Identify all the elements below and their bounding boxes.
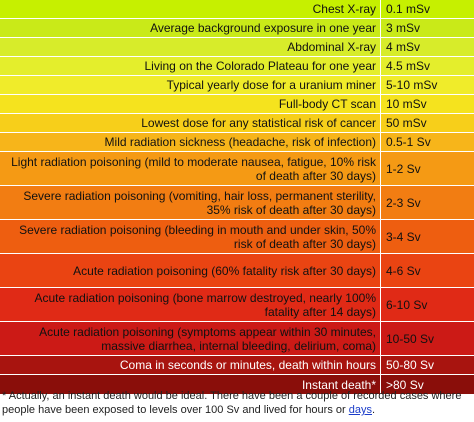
dose-value: 5-10 mSv bbox=[386, 78, 438, 92]
effect-description: Instant death* bbox=[0, 375, 381, 394]
table-row: Full-body CT scan 10 mSv bbox=[0, 95, 474, 114]
table-row: Typical yearly dose for a uranium miner 5… bbox=[0, 76, 474, 95]
dose-value: 4.5 mSv bbox=[386, 59, 431, 73]
footnote-period: . bbox=[371, 404, 376, 416]
dose-value: 50 mSv bbox=[386, 116, 427, 130]
effect-description: Mild radiation sickness (headache, risk … bbox=[0, 133, 381, 151]
table-row: Acute radiation poisoning (symptoms appe… bbox=[0, 322, 474, 356]
table-row: Living on the Colorado Plateau for one y… bbox=[0, 57, 474, 76]
effect-description: Severe radiation poisoning (vomiting, ha… bbox=[0, 186, 381, 219]
effect-description: Typical yearly dose for a uranium miner bbox=[0, 76, 381, 94]
table-row: Coma in seconds or minutes, death within… bbox=[0, 356, 474, 375]
footnote-link-days[interactable]: days bbox=[348, 404, 372, 416]
dose-value: 3 mSv bbox=[386, 21, 421, 35]
effect-description: Acute radiation poisoning (symptoms appe… bbox=[0, 322, 381, 355]
table-row: Severe radiation poisoning (bleeding in … bbox=[0, 220, 474, 254]
table-row: Average background exposure in one year 3… bbox=[0, 19, 474, 38]
effect-description: Severe radiation poisoning (bleeding in … bbox=[0, 220, 381, 253]
effect-description: Abdominal X-ray bbox=[0, 38, 381, 56]
table-row: Acute radiation poisoning (bone marrow d… bbox=[0, 288, 474, 322]
radiation-dose-table: Chest X-ray 0.1 mSv Average background exp… bbox=[0, 0, 474, 395]
dose-value: 3-4 Sv bbox=[386, 229, 421, 244]
effect-description: Light radiation poisoning (mild to moder… bbox=[0, 152, 381, 185]
effect-description: Average background exposure in one year bbox=[0, 19, 381, 37]
table-row: Acute radiation poisoning (60% fatality … bbox=[0, 254, 474, 288]
dose-value: 6-10 Sv bbox=[386, 297, 428, 312]
effect-description: Chest X-ray bbox=[0, 0, 381, 18]
dose-value: 4 mSv bbox=[386, 40, 421, 54]
footnote-text: * Actually, an instant death would be id… bbox=[2, 390, 462, 416]
table-row: Severe radiation poisoning (vomiting, ha… bbox=[0, 186, 474, 220]
table-row: Instant death* >80 Sv bbox=[0, 375, 474, 395]
table-row: Abdominal X-ray 4 mSv bbox=[0, 38, 474, 57]
dose-value: 2-3 Sv bbox=[386, 195, 421, 210]
dose-value: 10-50 Sv bbox=[386, 331, 435, 346]
dose-value: 0.1 mSv bbox=[386, 2, 431, 16]
footnote: * Actually, an instant death would be id… bbox=[2, 389, 472, 417]
dose-value: 0.5-1 Sv bbox=[386, 135, 431, 149]
table-row: Lowest dose for any statistical risk of … bbox=[0, 114, 474, 133]
effect-description: Acute radiation poisoning (60% fatality … bbox=[0, 254, 381, 287]
effect-description: Acute radiation poisoning (bone marrow d… bbox=[0, 288, 381, 321]
effect-description: Full-body CT scan bbox=[0, 95, 381, 113]
dose-value: 50-80 Sv bbox=[386, 358, 435, 372]
dose-value: 4-6 Sv bbox=[386, 263, 421, 278]
dose-value: >80 Sv bbox=[386, 377, 424, 392]
dose-value: 10 mSv bbox=[386, 97, 427, 111]
table-row: Light radiation poisoning (mild to moder… bbox=[0, 152, 474, 186]
effect-description: Living on the Colorado Plateau for one y… bbox=[0, 57, 381, 75]
dose-value: 1-2 Sv bbox=[386, 161, 421, 176]
table-row: Chest X-ray 0.1 mSv bbox=[0, 0, 474, 19]
effect-description: Lowest dose for any statistical risk of … bbox=[0, 114, 381, 132]
table-row: Mild radiation sickness (headache, risk … bbox=[0, 133, 474, 152]
effect-description: Coma in seconds or minutes, death within… bbox=[0, 356, 381, 374]
